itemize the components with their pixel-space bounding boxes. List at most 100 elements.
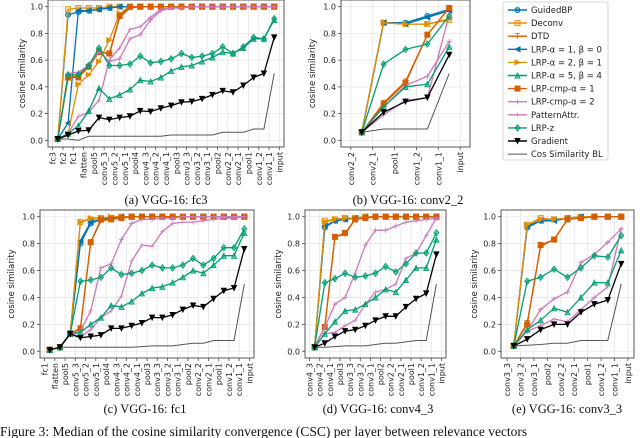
data-point xyxy=(200,303,207,311)
data-point xyxy=(96,58,103,65)
data-point xyxy=(550,265,558,274)
data-point xyxy=(210,261,217,269)
data-point xyxy=(137,52,144,60)
x-tick-label: conv1_1 xyxy=(265,152,274,185)
x-tick-label: conv1_1 xyxy=(235,363,244,396)
data-point xyxy=(380,109,387,116)
x-tick-label: conv2_2 xyxy=(347,152,356,185)
data-point xyxy=(538,306,544,313)
series-lrp-z xyxy=(311,229,440,352)
data-point xyxy=(550,304,558,312)
data-point xyxy=(331,318,339,325)
y-tick-label: 0.4 xyxy=(287,293,300,302)
data-point xyxy=(128,297,135,305)
x-tick-label: conv4_2 xyxy=(316,363,325,396)
data-point xyxy=(618,213,625,220)
data-point xyxy=(106,61,113,70)
y-tick-label: 0.8 xyxy=(22,240,35,249)
data-point xyxy=(321,218,329,226)
data-point xyxy=(149,216,155,223)
plot-frame xyxy=(47,0,285,148)
x-tick-label: conv2_2 xyxy=(224,152,233,185)
data-point xyxy=(422,264,430,271)
x-tick-label: conv4_3 xyxy=(112,363,121,396)
data-point xyxy=(137,3,144,10)
data-point xyxy=(198,57,206,65)
data-point xyxy=(537,241,544,248)
y-tick-label: 0.4 xyxy=(30,83,43,92)
data-point xyxy=(523,326,531,333)
data-point xyxy=(147,14,154,20)
data-point xyxy=(402,45,409,54)
data-point xyxy=(149,261,156,269)
data-point xyxy=(118,237,125,243)
series-dtd xyxy=(312,213,439,350)
data-point xyxy=(64,131,72,139)
data-point xyxy=(108,264,115,272)
data-point xyxy=(147,78,154,85)
data-point xyxy=(189,302,197,310)
legend: GuidedBP Deconv DTD LRP-α = 1, β = 0 LRP-α =… xyxy=(502,1,609,161)
data-point xyxy=(159,314,166,322)
data-point xyxy=(75,80,82,88)
x-tick-label: conv1_1 xyxy=(434,152,443,185)
series-line xyxy=(513,283,622,347)
data-point xyxy=(87,239,94,246)
x-tick-label: conv4_2 xyxy=(152,152,161,185)
data-point xyxy=(95,114,103,122)
x-tick-label: conv2_2 xyxy=(194,363,203,396)
data-point xyxy=(126,113,134,120)
legend-item: Cos Similarity BL xyxy=(508,150,603,160)
data-point xyxy=(95,84,103,92)
data-point xyxy=(270,34,278,41)
series-line xyxy=(57,37,275,140)
data-point xyxy=(116,3,123,10)
data-point xyxy=(551,296,557,302)
y-tick-label: 0.0 xyxy=(22,347,35,356)
data-point xyxy=(189,267,197,274)
legend-marker xyxy=(514,33,521,39)
x-tick-label: pool1 xyxy=(391,152,400,174)
x-tick-label: conv3_3 xyxy=(503,363,512,396)
data-point xyxy=(577,309,585,316)
x-tick-label: conv3_2 xyxy=(356,363,365,396)
data-point xyxy=(219,48,226,56)
x-tick-label: conv1_2 xyxy=(597,363,606,396)
data-point xyxy=(190,214,196,220)
data-point xyxy=(403,219,409,225)
data-point xyxy=(402,83,409,90)
data-point xyxy=(322,324,328,330)
data-point xyxy=(422,290,430,297)
data-point xyxy=(382,313,389,320)
data-point xyxy=(87,333,94,340)
series-deconv xyxy=(311,213,440,351)
data-point xyxy=(352,273,359,282)
data-point xyxy=(169,279,176,286)
data-point xyxy=(75,127,82,135)
data-point xyxy=(76,237,84,245)
legend-item: LRP-α = 5, β = 4 xyxy=(508,72,602,82)
y-tick-label: 1.0 xyxy=(483,213,496,222)
data-point xyxy=(424,94,431,102)
data-point xyxy=(178,49,185,58)
data-point xyxy=(424,40,431,48)
data-point xyxy=(392,313,400,320)
data-point xyxy=(564,289,571,295)
data-point xyxy=(618,231,625,240)
data-point xyxy=(424,80,431,88)
data-point xyxy=(617,260,625,268)
data-point xyxy=(424,73,430,79)
data-point xyxy=(260,34,268,43)
data-point xyxy=(180,214,186,220)
data-point xyxy=(341,269,349,278)
data-point xyxy=(219,42,226,51)
data-point xyxy=(362,322,369,330)
data-point xyxy=(189,254,197,263)
data-point xyxy=(118,215,125,222)
x-tick-label: conv4_1 xyxy=(326,363,335,396)
data-point xyxy=(445,51,453,59)
y-tick-label: 0.6 xyxy=(30,56,43,65)
data-point xyxy=(126,60,134,68)
data-point xyxy=(149,243,155,249)
data-point xyxy=(433,251,440,258)
